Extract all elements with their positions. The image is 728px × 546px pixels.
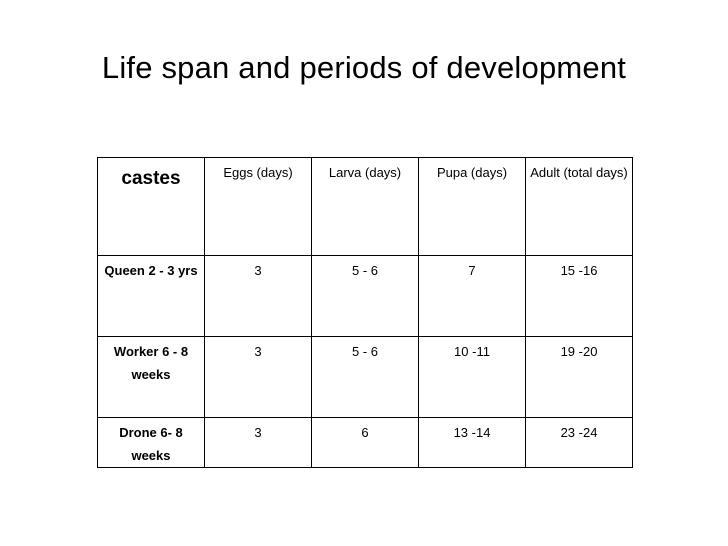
adult-cell: 23 -24 <box>525 417 633 468</box>
table-row: Queen 2 - 3 yrs 3 5 - 6 7 15 -16 <box>97 255 633 337</box>
caste-cell: Queen 2 - 3 yrs <box>97 255 205 337</box>
table-header-row: castes Eggs (days) Larva (days) Pupa (da… <box>97 157 633 256</box>
table-row: Drone 6- 8 weeks 3 6 13 -14 23 -24 <box>97 417 633 468</box>
header-adult: Adult (total days) <box>525 157 633 256</box>
pupa-cell: 13 -14 <box>418 417 526 468</box>
caste-cell: Worker 6 - 8 weeks <box>97 336 205 418</box>
slide-title: Life span and periods of development <box>101 50 627 85</box>
eggs-cell: 3 <box>204 417 312 468</box>
eggs-cell: 3 <box>204 336 312 418</box>
larva-cell: 5 - 6 <box>311 336 419 418</box>
adult-cell: 15 -16 <box>525 255 633 337</box>
pupa-cell: 7 <box>418 255 526 337</box>
pupa-cell: 10 -11 <box>418 336 526 418</box>
header-pupa: Pupa (days) <box>418 157 526 256</box>
header-castes: castes <box>97 157 205 256</box>
table-row: Worker 6 - 8 weeks 3 5 - 6 10 -11 19 -20 <box>97 336 633 418</box>
header-larva: Larva (days) <box>311 157 419 256</box>
larva-cell: 6 <box>311 417 419 468</box>
header-eggs: Eggs (days) <box>204 157 312 256</box>
larva-cell: 5 - 6 <box>311 255 419 337</box>
development-table: castes Eggs (days) Larva (days) Pupa (da… <box>97 157 633 468</box>
caste-cell: Drone 6- 8 weeks <box>97 417 205 468</box>
adult-cell: 19 -20 <box>525 336 633 418</box>
eggs-cell: 3 <box>204 255 312 337</box>
